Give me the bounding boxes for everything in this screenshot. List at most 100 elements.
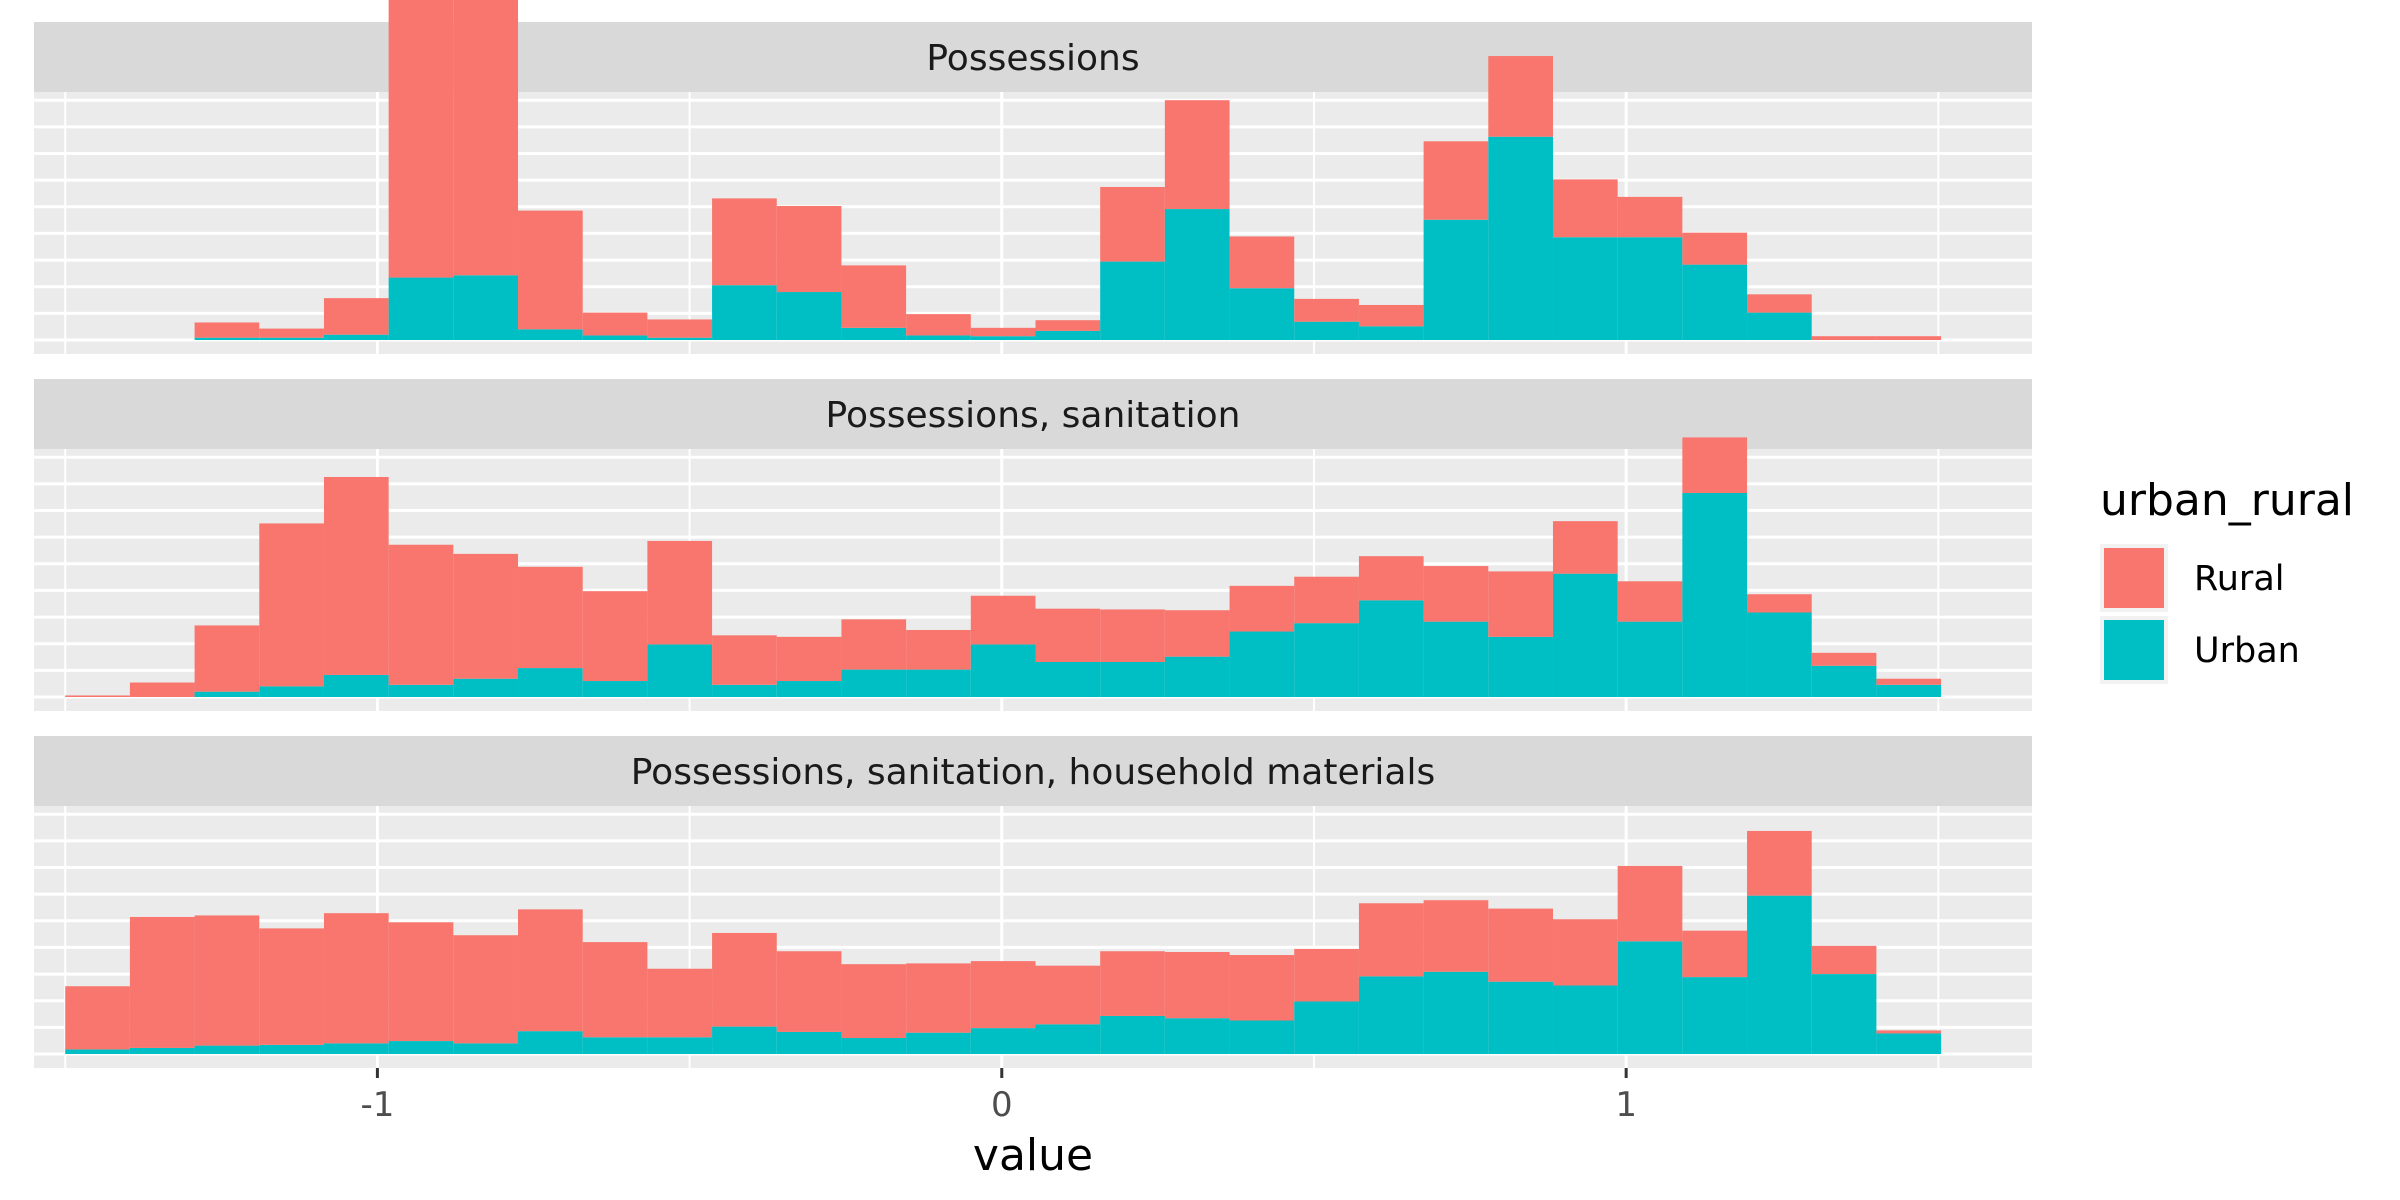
bar-urban (1164, 656, 1230, 697)
bar-urban (647, 644, 713, 697)
bar-urban (712, 684, 777, 697)
legend-key-urban (2104, 620, 2164, 680)
bar-rural (1617, 865, 1683, 942)
bar-urban (194, 1045, 260, 1054)
legend-title: urban_rural (2100, 475, 2354, 526)
bar-rural (259, 328, 324, 338)
bar-urban (970, 336, 1036, 340)
bar-urban (1811, 665, 1877, 697)
bar-urban (1100, 661, 1165, 697)
bar-rural (1035, 320, 1101, 331)
facet-strip-label: Possessions, sanitation (826, 395, 1241, 436)
bar-rural (518, 210, 583, 330)
bar-rural (776, 636, 842, 682)
bar-urban (1035, 661, 1101, 697)
bar-urban (1358, 600, 1424, 697)
bar-rural (1488, 571, 1553, 637)
bar-rural (518, 566, 583, 669)
facet-strip (34, 22, 2032, 92)
bar-rural (1747, 830, 1812, 896)
bar-rural (1100, 186, 1165, 262)
facet-panel: Possessions, sanitation (34, 379, 2032, 711)
bar-rural (388, 544, 454, 685)
bar-urban (1488, 636, 1553, 697)
x-tick-label: 1 (1615, 1085, 1637, 1125)
bar-rural (1358, 304, 1424, 327)
facet-strip-label: Possessions, sanitation, household mater… (631, 752, 1435, 793)
bar-urban (453, 275, 519, 340)
bar-urban (1552, 237, 1618, 340)
bar-urban (1552, 985, 1618, 1054)
bar-rural (1617, 581, 1683, 622)
x-tick-label: 0 (991, 1085, 1013, 1125)
bar-rural (582, 591, 648, 682)
legend: urban_rural Rural Urban (2100, 475, 2354, 684)
bar-urban (841, 327, 907, 340)
bar-rural (129, 682, 195, 697)
bar-rural (1035, 965, 1101, 1025)
bar-urban (1100, 1015, 1165, 1054)
bar-urban (906, 669, 971, 697)
bar-urban (1229, 288, 1295, 340)
bar-urban (1229, 1020, 1295, 1054)
bar-rural (323, 476, 389, 675)
bar-rural (1100, 951, 1165, 1016)
bar-urban (1164, 1018, 1230, 1054)
legend-key-rural (2104, 548, 2164, 608)
bar-rural (259, 523, 324, 687)
bar-urban (259, 686, 324, 697)
bar-rural (1811, 336, 1877, 340)
bar-rural (712, 198, 777, 286)
bar-urban (970, 644, 1036, 697)
bar-rural (453, 553, 519, 679)
bar-rural (388, 0, 454, 278)
bar-urban (1747, 895, 1812, 1054)
bar-rural (1682, 930, 1748, 978)
bar-urban (1423, 219, 1489, 340)
bar-urban (1100, 261, 1165, 340)
bar-rural (1682, 232, 1748, 265)
bar-urban (647, 337, 713, 340)
bar-urban (388, 684, 454, 697)
bar-rural (1294, 948, 1359, 1002)
bar-rural (1876, 1030, 1942, 1034)
bar-rural (906, 314, 971, 336)
legend-label: Rural (2194, 559, 2285, 599)
bar-rural (1423, 566, 1489, 622)
bar-urban (1488, 136, 1553, 340)
bar-urban (259, 337, 324, 340)
bar-rural (1358, 556, 1424, 601)
bar-rural (1229, 955, 1295, 1021)
bar-rural (712, 635, 777, 685)
bar-urban (1035, 1024, 1101, 1054)
bar-urban (453, 1043, 519, 1054)
bar-urban (518, 668, 583, 697)
bar-rural (1811, 652, 1877, 666)
bar-rural (1617, 196, 1683, 238)
bar-urban (1358, 976, 1424, 1054)
bar-rural (1035, 608, 1101, 662)
panels-layer: Possessions Possessions, sanitation Posses… (34, 0, 2032, 1068)
bar-rural (1100, 609, 1165, 662)
bar-urban (1747, 612, 1812, 697)
bar-rural (841, 265, 907, 328)
bar-rural (647, 540, 713, 645)
bar-rural (841, 619, 907, 670)
bar-rural (388, 922, 454, 1042)
bar-rural (647, 968, 713, 1038)
bar-rural (1488, 56, 1553, 137)
bar-rural (841, 964, 907, 1039)
bar-rural (1811, 945, 1877, 975)
bar-urban (1617, 941, 1683, 1054)
facet-panel: Possessions, sanitation, household mater… (34, 736, 2032, 1068)
bar-urban (582, 681, 648, 697)
bar-urban (1294, 1001, 1359, 1054)
bar-urban (776, 1031, 842, 1054)
bar-urban (518, 329, 583, 340)
facet-strip (34, 379, 2032, 449)
bar-rural (453, 935, 519, 1044)
bar-urban (906, 335, 971, 340)
bar-rural (1229, 585, 1295, 632)
bar-rural (1294, 576, 1359, 624)
